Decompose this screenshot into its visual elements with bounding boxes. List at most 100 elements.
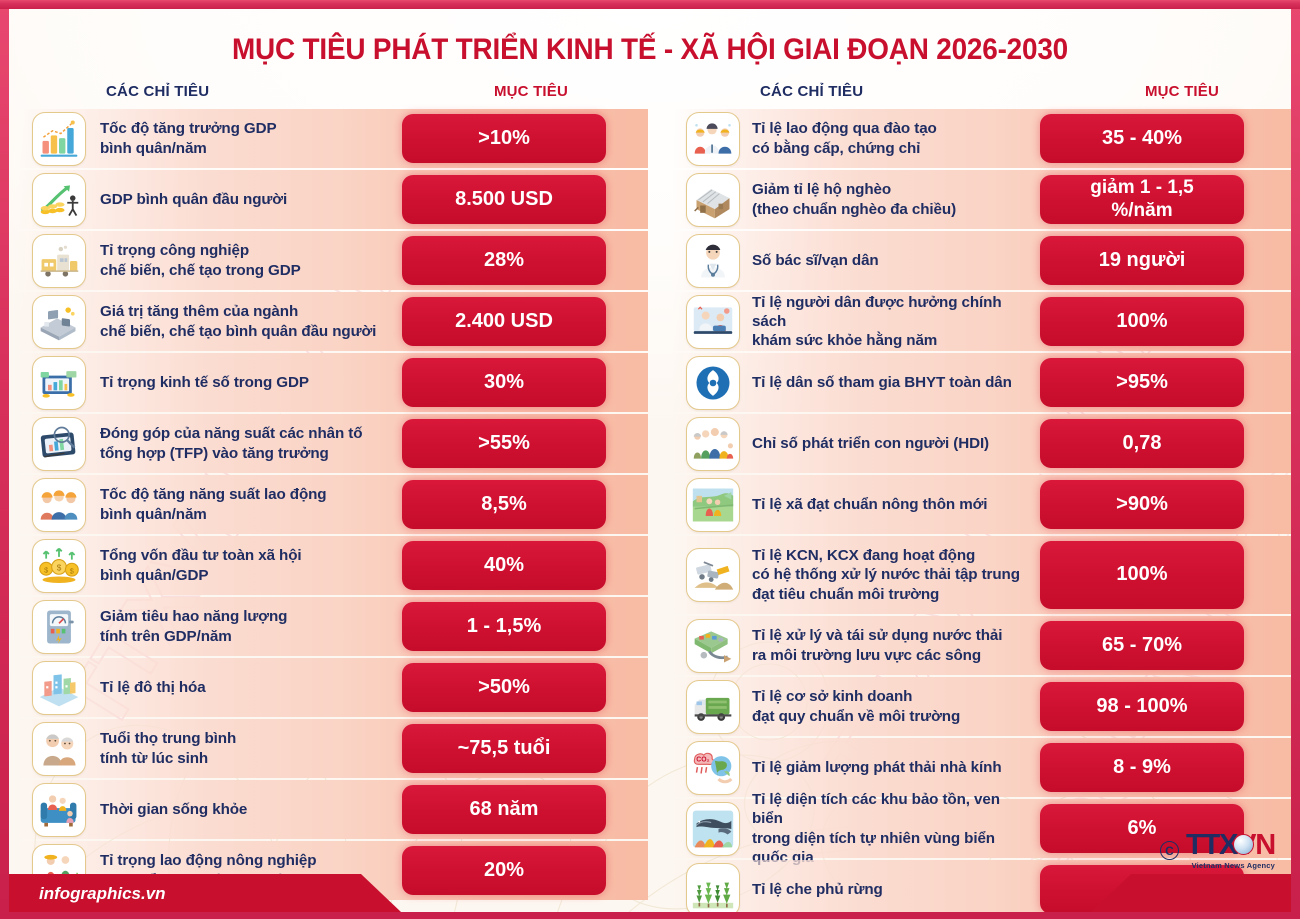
indicator-label: Tỉ trọng kinh tế số trong GDP: [100, 373, 309, 391]
rural-village-icon: [686, 477, 740, 532]
target-badge: ~75,5 tuổi: [402, 724, 606, 773]
indicator-label: GDP bình quân đầu người: [100, 190, 288, 208]
indicator-label: Tỉ lệ xử lý và tái sử dụng nước thải ra …: [752, 627, 1003, 664]
indicator-label: Chỉ số phát triển con người (HDI): [752, 434, 990, 452]
factory-machinery-icon: [32, 233, 86, 288]
left-header-target: MỤC TIÊU: [493, 83, 569, 100]
target-badge-wrapper: >95%: [1040, 358, 1244, 407]
industrial-zone-icon: [686, 548, 740, 602]
indicator-row: Tỉ lệ xử lý và tái sử dụng nước thải ra …: [672, 616, 1291, 675]
target-badge-wrapper: 35 - 40%: [1040, 114, 1244, 163]
target-badge-wrapper: 8,5%: [402, 480, 606, 529]
trained-workers-icon: [686, 111, 740, 166]
ttxvn-logo: C TTXVN Vietnam News Agency: [1159, 831, 1276, 870]
target-badge-wrapper: 2.400 USD: [402, 297, 606, 346]
indicator-label: Tỉ lệ xã đạt chuẩn nông thôn mới: [752, 495, 988, 513]
marine-life-icon: [686, 801, 740, 856]
indicator-label: Tỉ lệ cơ sở kinh doanh đạt quy chuẩn về …: [752, 688, 961, 725]
indicator-row: CO₂ Tỉ lệ giảm lượng phát thải nhà kính 8 …: [672, 738, 1291, 797]
workers-group-icon: [32, 477, 86, 532]
indicator-row: Tốc độ tăng trưởng GDP bình quân/năm >10%: [18, 109, 648, 168]
indicator-label: Tỉ lệ lao động qua đào tạo có bằng cấp, …: [752, 120, 937, 157]
digital-economy-icon: [32, 355, 86, 410]
frame-border-bottom: [0, 912, 1300, 919]
target-badge-wrapper: 68 năm: [402, 785, 606, 834]
target-badge: 1 - 1,5%: [402, 602, 606, 651]
target-badge-wrapper: 8 - 9%: [1040, 743, 1244, 792]
target-badge: giảm 1 - 1,5 %/năm: [1040, 175, 1244, 224]
target-badge: 40%: [402, 541, 606, 590]
footer-band: infographics.vn: [9, 874, 1291, 912]
target-badge: 100%: [1040, 541, 1244, 609]
target-badge-wrapper: 100%: [1040, 297, 1244, 346]
elderly-couple-icon: [32, 721, 86, 776]
target-badge-wrapper: 19 người: [1040, 236, 1244, 285]
health-insurance-icon: [686, 355, 740, 410]
target-badge: 98 - 100%: [1040, 682, 1244, 731]
indicator-row: Đóng góp của năng suất các nhân tố tổng …: [18, 414, 648, 473]
indicator-row: Chỉ số phát triển con người (HDI) 0,78: [672, 414, 1291, 473]
page-title: MỤC TIÊU PHÁT TRIỂN KINH TẾ - XÃ HỘI GIA…: [231, 33, 1069, 66]
city-buildings-icon: [32, 660, 86, 715]
target-badge-wrapper: 98 - 100%: [1040, 682, 1244, 731]
target-badge: 28%: [402, 236, 606, 285]
indicator-label: Đóng góp của năng suất các nhân tố tổng …: [100, 425, 363, 462]
target-badge-wrapper: 30%: [402, 358, 606, 407]
target-badge-wrapper: >50%: [402, 663, 606, 712]
target-badge: 35 - 40%: [1040, 114, 1244, 163]
garbage-truck-icon: [686, 679, 740, 734]
svg-text:$: $: [44, 565, 48, 574]
indicator-row: Tỉ lệ người dân được hưởng chính sách kh…: [672, 292, 1291, 351]
left-indicator-column: Tốc độ tăng trưởng GDP bình quân/năm >10%…: [18, 109, 648, 902]
coin-stacks-icon: $ $ $: [32, 538, 86, 593]
indicator-label: Tỉ lệ dân số tham gia BHYT toàn dân: [752, 373, 1012, 391]
indicator-label: Giảm tỉ lệ hộ nghèo (theo chuẩn nghèo đa…: [752, 181, 957, 218]
co2-emission-icon: CO₂: [686, 740, 740, 795]
target-badge-wrapper: 40%: [402, 541, 606, 590]
industrial-plant-icon: [32, 294, 86, 349]
frame-border-left: [0, 0, 9, 919]
frame-border-top: [0, 0, 1300, 9]
indicator-label: Tỉ lệ KCN, KCX đang hoạt động có hệ thốn…: [752, 547, 1020, 603]
copyright-icon: C: [1159, 841, 1179, 860]
target-badge-wrapper: 0,78: [1040, 419, 1244, 468]
indicator-row: Tốc độ tăng năng suất lao động bình quân…: [18, 475, 648, 534]
target-badge-wrapper: 28%: [402, 236, 606, 285]
indicator-label: Tuổi thọ trung bình tính từ lúc sinh: [100, 730, 237, 767]
right-indicator-column: Tỉ lệ lao động qua đào tạo có bằng cấp, …: [672, 109, 1291, 912]
target-badge-wrapper: >10%: [402, 114, 606, 163]
indicator-row: Tỉ lệ lao động qua đào tạo có bằng cấp, …: [672, 109, 1291, 168]
indicator-label: Giảm tiêu hao năng lượng tính trên GDP/n…: [100, 608, 288, 645]
indicator-row: Giảm tiêu hao năng lượng tính trên GDP/n…: [18, 597, 648, 656]
indicator-row: Tỉ lệ dân số tham gia BHYT toàn dân >95%: [672, 353, 1291, 412]
target-badge-wrapper: giảm 1 - 1,5 %/năm: [1040, 175, 1244, 224]
target-badge: 8 - 9%: [1040, 743, 1244, 792]
target-badge: 68 năm: [402, 785, 606, 834]
medical-checkup-icon: [686, 294, 740, 349]
target-badge: 65 - 70%: [1040, 621, 1244, 670]
left-header-indicator: CÁC CHỈ TIÊU: [106, 83, 210, 100]
footer-red-right-shape: [1091, 874, 1291, 912]
energy-meter-icon: [32, 599, 86, 654]
indicator-row: Số bác sĩ/vạn dân 19 người: [672, 231, 1291, 290]
indicator-row: Giảm tỉ lệ hộ nghèo (theo chuẩn nghèo đa…: [672, 170, 1291, 229]
indicator-label: Tỉ trọng công nghiệp chế biến, chế tạo t…: [100, 242, 301, 279]
indicator-row: Tuổi thọ trung bình tính từ lúc sinh ~75,…: [18, 719, 648, 778]
target-badge: >90%: [1040, 480, 1244, 529]
frame-border-right: [1291, 0, 1300, 919]
bar-chart-growth-icon: [32, 111, 86, 166]
target-badge-wrapper: >90%: [1040, 480, 1244, 529]
right-header-indicator: CÁC CHỈ TIÊU: [760, 83, 864, 100]
logo-wordmark: TTXVN: [1186, 831, 1276, 860]
doctor-icon: [686, 233, 740, 288]
footer-site-label: infographics.vn: [39, 884, 166, 903]
indicator-label: Thời gian sống khỏe: [100, 800, 248, 818]
indicator-label: Tỉ lệ diện tích các khu bảo tồn, ven biể…: [752, 791, 1000, 866]
target-badge: >95%: [1040, 358, 1244, 407]
right-header-target: MỤC TIÊU: [1144, 83, 1220, 100]
target-badge: 100%: [1040, 297, 1244, 346]
target-badge: 30%: [402, 358, 606, 407]
indicator-label: Tốc độ tăng trưởng GDP bình quân/năm: [100, 120, 277, 157]
poor-house-icon: [686, 172, 740, 227]
